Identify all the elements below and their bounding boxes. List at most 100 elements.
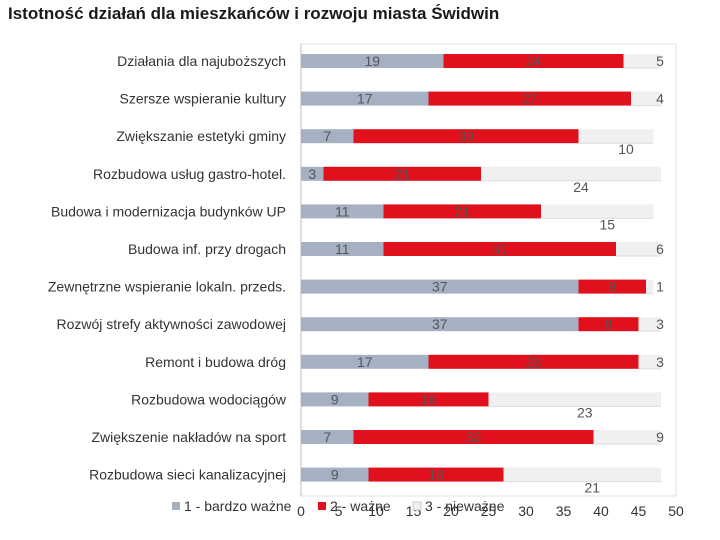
bar-segment-1 <box>301 392 369 407</box>
bar-segment-3 <box>488 392 661 407</box>
x-tick-label: 10 <box>368 503 384 519</box>
data-label: 24 <box>573 179 589 195</box>
x-tick-label: 25 <box>481 503 497 519</box>
data-label: 3 <box>656 354 664 370</box>
bar-segment-1 <box>301 242 384 256</box>
bar-segment-2 <box>383 204 541 219</box>
bar-segment-3 <box>631 91 661 106</box>
data-label: 7 <box>323 128 331 144</box>
bar-segment-3 <box>503 467 661 482</box>
data-label: 21 <box>584 480 600 496</box>
data-label: 30 <box>458 128 474 144</box>
category-label: Budowa inf. przy drogach <box>128 241 286 257</box>
bar-segment-1 <box>301 317 579 332</box>
bar-segment-3 <box>646 279 654 294</box>
bar-segment-1 <box>301 279 579 294</box>
bar-segment-3 <box>638 317 661 332</box>
bar-segment-2 <box>383 242 616 256</box>
data-label: 37 <box>432 279 448 295</box>
bar-segment-2 <box>428 91 631 106</box>
category-label: Rozbudowa sieci kanalizacyjnej <box>89 467 286 483</box>
legend-swatch <box>412 501 422 511</box>
category-label: Budowa i modernizacja budynków UP <box>51 203 286 219</box>
chart-title: Istotność działań dla mieszkańców i rozw… <box>8 4 500 23</box>
data-label: 18 <box>428 467 444 483</box>
category-label: Zwiększanie estetyki gminy <box>116 128 286 144</box>
data-label: 24 <box>526 53 542 69</box>
data-label: 1 <box>656 279 664 295</box>
x-tick-label: 45 <box>631 503 647 519</box>
legend-swatch <box>172 502 180 510</box>
legend-label: 1 - bardzo ważne <box>184 498 292 514</box>
bar-segment-1 <box>301 91 429 106</box>
category-label: Rozbudowa wodociągów <box>131 391 287 407</box>
bar-segment-2 <box>368 467 504 482</box>
category-label: Zewnętrzne wspieranie lokaln. przeds. <box>48 279 286 295</box>
x-tick-label: 30 <box>518 503 534 519</box>
bar-segment-2 <box>428 354 639 369</box>
category-label: Zwiększenie nakładów na sport <box>91 429 286 445</box>
bar-segment-1 <box>301 166 324 181</box>
bar-segment-2 <box>578 279 646 294</box>
data-label: 21 <box>394 166 410 182</box>
data-label: 37 <box>432 316 448 332</box>
bar-segment-1 <box>301 467 369 482</box>
data-label: 9 <box>608 279 616 295</box>
category-label: Rozbudowa usług gastro-hotel. <box>93 166 286 182</box>
data-label: 23 <box>577 404 593 420</box>
bar-segment-2 <box>578 317 639 332</box>
bar-segment-2 <box>353 129 579 144</box>
bar-segment-2 <box>443 54 624 68</box>
data-label: 4 <box>656 91 664 107</box>
bar-segment-3 <box>593 430 661 444</box>
data-label: 19 <box>364 53 380 69</box>
data-label: 6 <box>656 241 664 257</box>
bar-segment-3 <box>578 129 654 144</box>
bar-segment-3 <box>638 354 661 369</box>
data-label: 27 <box>522 91 538 107</box>
data-label: 9 <box>656 429 664 445</box>
bar-segment-3 <box>481 166 661 181</box>
category-label: Szersze wspieranie kultury <box>119 91 286 107</box>
data-label: 3 <box>308 166 316 182</box>
bar-segment-1 <box>301 430 354 444</box>
category-label: Działania dla najuboższych <box>117 53 286 69</box>
category-label: Remont i budowa dróg <box>145 354 286 370</box>
bar-segment-2 <box>353 430 594 444</box>
bar-segment-2 <box>368 392 489 407</box>
plot-area <box>300 43 677 497</box>
bar-segment-3 <box>623 54 661 68</box>
x-tick-label: 35 <box>556 503 572 519</box>
bar-segment-1 <box>301 204 384 219</box>
data-label: 11 <box>335 203 350 219</box>
x-tick-label: 50 <box>668 503 684 519</box>
data-label: 17 <box>357 354 373 370</box>
data-label: 9 <box>331 467 339 483</box>
data-label: 10 <box>618 141 634 157</box>
bar-segment-1 <box>301 354 429 369</box>
data-label: 9 <box>331 391 339 407</box>
bar-segment-1 <box>301 54 444 68</box>
data-label: 17 <box>357 91 373 107</box>
data-label: 11 <box>335 241 350 257</box>
x-tick-label: 0 <box>297 503 305 519</box>
data-label: 15 <box>599 216 615 232</box>
legend-label: 2 - ważne <box>330 498 391 514</box>
legend-swatch <box>318 502 326 510</box>
data-label: 32 <box>466 429 482 445</box>
legend-label: 3 - nieważne <box>425 498 505 514</box>
data-label: 21 <box>454 203 470 219</box>
data-label: 5 <box>656 53 664 69</box>
bar-segment-3 <box>541 204 654 219</box>
bar-segment-3 <box>616 242 661 256</box>
x-tick-label: 20 <box>443 503 459 519</box>
data-label: 7 <box>323 429 331 445</box>
x-tick-label: 40 <box>593 503 609 519</box>
data-label: 16 <box>421 391 437 407</box>
bar-segment-1 <box>301 129 354 144</box>
category-label: Rozwój strefy aktywności zawodowej <box>56 316 286 332</box>
bar-segment-2 <box>323 166 481 181</box>
x-tick-label: 5 <box>335 503 343 519</box>
data-label: 28 <box>526 354 542 370</box>
